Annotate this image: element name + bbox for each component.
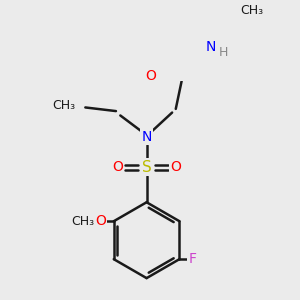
Text: CH₃: CH₃ [72, 215, 95, 228]
Text: H: H [219, 46, 229, 59]
Text: CH₃: CH₃ [52, 100, 75, 112]
Text: O: O [170, 160, 181, 174]
Text: F: F [189, 252, 196, 266]
Text: N: N [206, 40, 216, 54]
Text: O: O [95, 214, 106, 228]
Text: S: S [142, 160, 152, 175]
Text: O: O [146, 69, 156, 83]
Text: CH₃: CH₃ [240, 4, 263, 17]
Text: N: N [141, 130, 152, 144]
Text: O: O [112, 160, 123, 174]
